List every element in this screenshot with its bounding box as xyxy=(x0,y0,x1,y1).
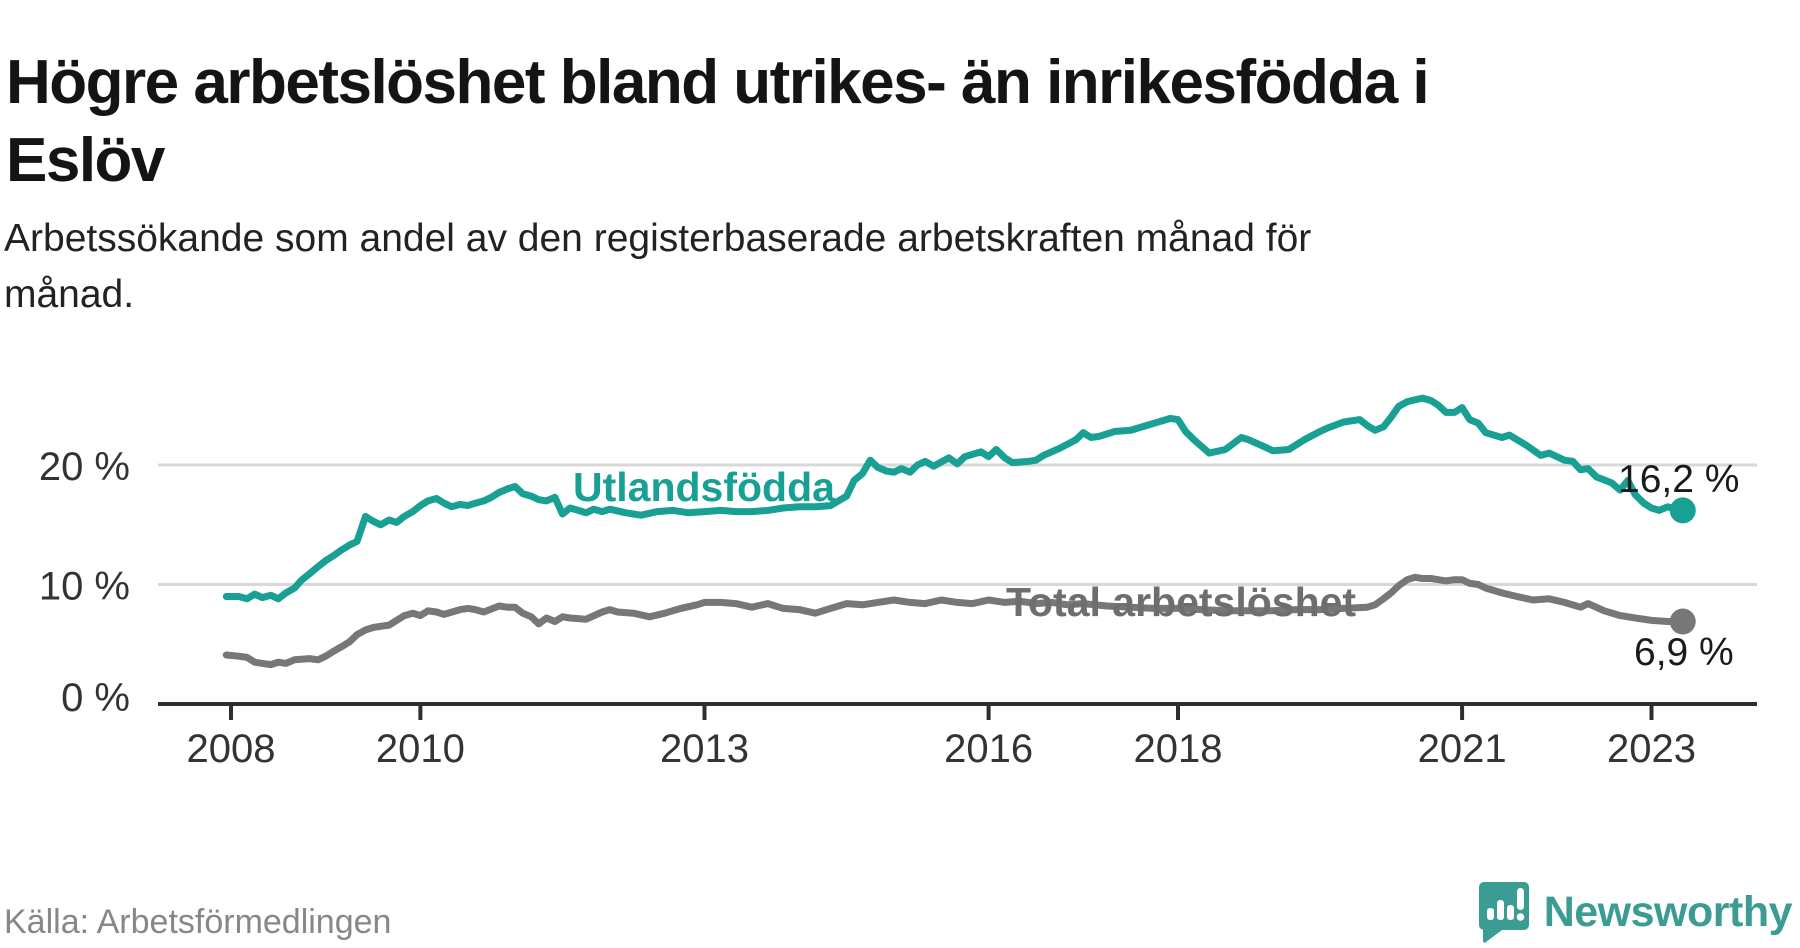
page-title: Högre arbetslöshet bland utrikes- än inr… xyxy=(6,47,1430,195)
newsworthy-wordmark: Newsworthy xyxy=(1543,887,1793,936)
newsworthy-icon xyxy=(1478,882,1529,943)
y-tick-label: 0 % xyxy=(61,676,130,720)
x-tick-label: 2013 xyxy=(660,727,749,771)
newsworthy-logo: Newsworthy xyxy=(1478,880,1793,944)
data-series xyxy=(222,394,1696,669)
chart-labels: 0 % 10 % 20 % Utlandsfödda Total arbetslöshe… xyxy=(39,445,1740,720)
total-value-label: 6,9 % xyxy=(1634,631,1734,674)
foreign-born-series-label: Utlandsfödda xyxy=(573,464,836,510)
y-tick-label: 10 % xyxy=(39,565,130,609)
x-tick-label: 2008 xyxy=(187,727,276,771)
foreign-born-end-dot xyxy=(1669,497,1696,524)
x-axis: 2008 2010 2013 2016 2018 2021 2023 xyxy=(158,702,1757,771)
source-note: Källa: Arbetsförmedlingen xyxy=(4,903,392,941)
x-tick-label: 2018 xyxy=(1134,727,1223,771)
total-unemployment-line xyxy=(222,573,1687,669)
y-tick-label: 20 % xyxy=(39,445,130,489)
chart-subtitle: Arbetssökande som andel av den registerb… xyxy=(4,217,1312,316)
x-tick-label: 2010 xyxy=(376,727,465,771)
x-tick-label: 2016 xyxy=(944,727,1033,771)
foreign-born-value-label: 16,2 % xyxy=(1618,458,1739,501)
foreign-born-line xyxy=(222,394,1687,603)
total-series-label: Total arbetslöshet xyxy=(1006,579,1356,625)
total-end-dot xyxy=(1669,608,1696,635)
x-tick-label: 2023 xyxy=(1607,727,1696,771)
x-tick-label: 2021 xyxy=(1418,727,1507,771)
